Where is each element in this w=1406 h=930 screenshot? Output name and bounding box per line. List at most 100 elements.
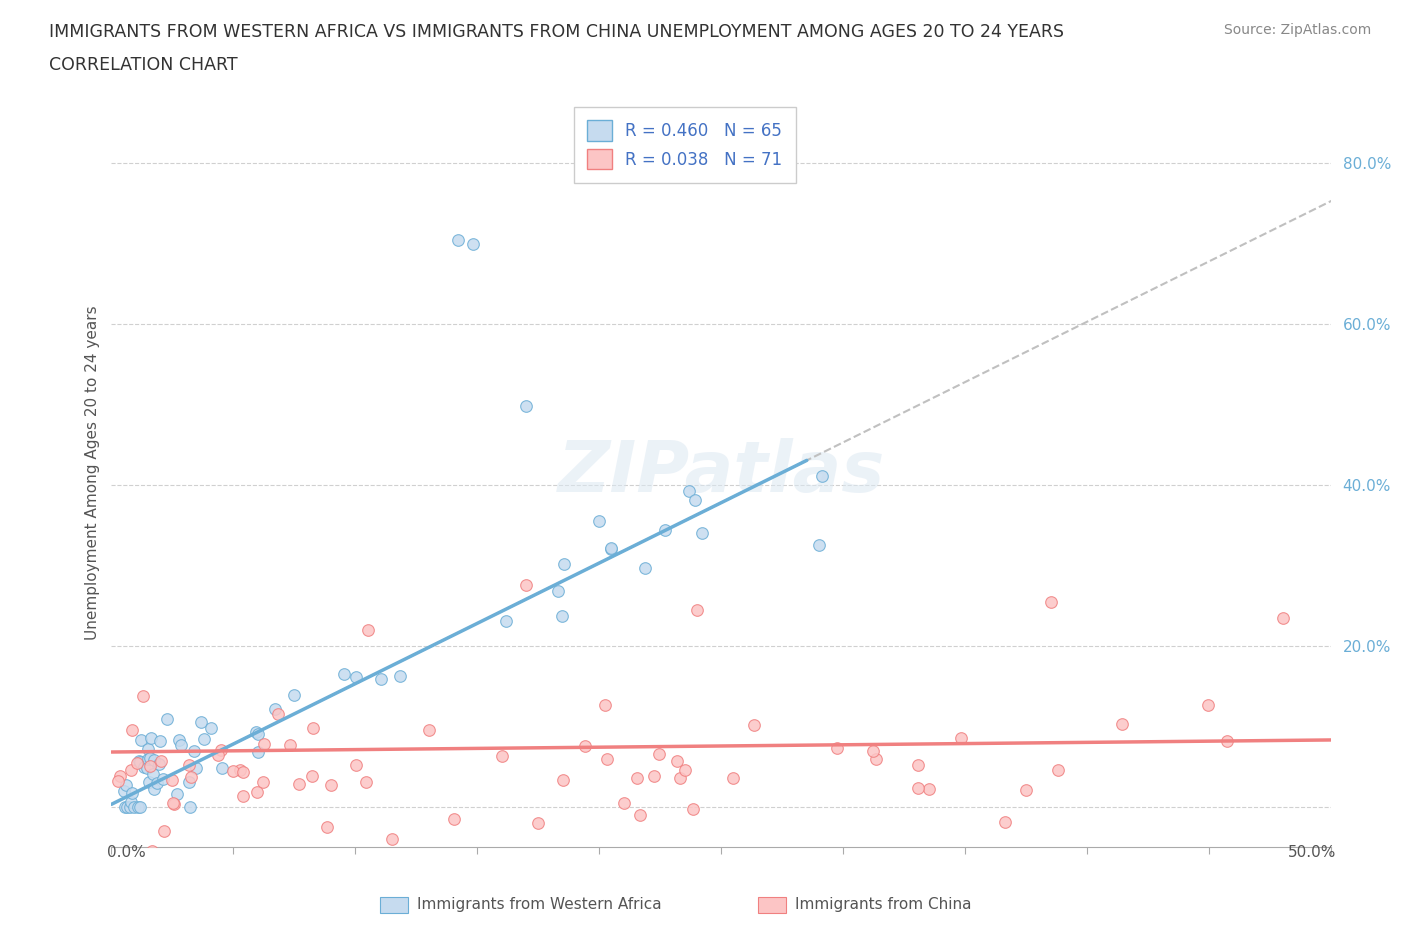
Point bbox=[108, 768, 131, 783]
Point bbox=[177, 774, 200, 789]
Point bbox=[654, 523, 676, 538]
Point bbox=[918, 782, 941, 797]
Text: 0.0%: 0.0% bbox=[107, 844, 145, 859]
Point bbox=[683, 493, 706, 508]
Point bbox=[149, 754, 172, 769]
Point bbox=[302, 721, 325, 736]
Point bbox=[721, 771, 744, 786]
Point bbox=[675, 763, 697, 777]
Point bbox=[742, 717, 765, 732]
Point bbox=[138, 775, 160, 790]
Point bbox=[112, 784, 135, 799]
Point bbox=[229, 763, 252, 777]
Point bbox=[596, 751, 619, 766]
Point bbox=[167, 733, 190, 748]
Point bbox=[207, 748, 229, 763]
Point bbox=[115, 777, 138, 792]
Point bbox=[190, 714, 212, 729]
Point bbox=[267, 706, 290, 721]
Point bbox=[121, 786, 143, 801]
Point bbox=[447, 232, 470, 247]
Point bbox=[678, 484, 700, 498]
Point bbox=[825, 740, 848, 755]
Point bbox=[120, 799, 142, 814]
Point bbox=[232, 764, 254, 779]
Point bbox=[633, 561, 655, 576]
Point bbox=[247, 745, 270, 760]
Point bbox=[139, 751, 162, 765]
Text: Immigrants from Western Africa: Immigrants from Western Africa bbox=[416, 897, 661, 912]
Point bbox=[527, 816, 550, 830]
Point bbox=[145, 776, 167, 790]
Point bbox=[120, 795, 142, 810]
Point bbox=[865, 751, 887, 766]
Point bbox=[862, 743, 884, 758]
Point bbox=[177, 758, 200, 773]
Point bbox=[263, 701, 285, 716]
Point bbox=[321, 777, 343, 792]
Point bbox=[354, 775, 377, 790]
Point bbox=[344, 757, 367, 772]
Point bbox=[1039, 594, 1062, 609]
Point bbox=[131, 689, 153, 704]
Point bbox=[135, 761, 157, 776]
Point bbox=[1197, 698, 1219, 712]
Point bbox=[142, 752, 165, 767]
Point bbox=[160, 773, 183, 788]
Point bbox=[1216, 733, 1239, 748]
Point bbox=[200, 721, 222, 736]
Point bbox=[1271, 610, 1294, 625]
Point bbox=[666, 754, 689, 769]
Point bbox=[1046, 763, 1069, 777]
Y-axis label: Unemployment Among Ages 20 to 24 years: Unemployment Among Ages 20 to 24 years bbox=[86, 306, 100, 640]
Point bbox=[193, 731, 215, 746]
Point bbox=[418, 722, 440, 737]
Point bbox=[278, 737, 301, 752]
Text: IMMIGRANTS FROM WESTERN AFRICA VS IMMIGRANTS FROM CHINA UNEMPLOYMENT AMONG AGES : IMMIGRANTS FROM WESTERN AFRICA VS IMMIGR… bbox=[49, 23, 1064, 41]
Point bbox=[114, 799, 136, 814]
Point bbox=[613, 795, 636, 810]
Point bbox=[245, 724, 267, 739]
Point bbox=[149, 734, 172, 749]
Point bbox=[381, 831, 404, 846]
Point bbox=[668, 771, 690, 786]
Point bbox=[808, 538, 831, 552]
Point bbox=[129, 733, 152, 748]
Point bbox=[491, 749, 513, 764]
Point bbox=[180, 770, 202, 785]
Point bbox=[124, 799, 146, 814]
Point bbox=[132, 760, 155, 775]
Point bbox=[550, 608, 572, 623]
Point bbox=[120, 763, 142, 777]
Point bbox=[252, 774, 274, 789]
Point bbox=[166, 787, 188, 802]
Point bbox=[553, 556, 575, 571]
Point bbox=[515, 578, 537, 593]
Point bbox=[950, 731, 973, 746]
Point bbox=[283, 687, 305, 702]
Point bbox=[690, 525, 713, 540]
Point bbox=[156, 711, 179, 726]
Point bbox=[495, 614, 517, 629]
Point bbox=[209, 742, 232, 757]
Text: CORRELATION CHART: CORRELATION CHART bbox=[49, 56, 238, 73]
Point bbox=[128, 799, 150, 814]
Point bbox=[344, 670, 367, 684]
Text: ZIPatlas: ZIPatlas bbox=[558, 438, 886, 508]
Point bbox=[142, 767, 165, 782]
Point bbox=[628, 808, 651, 823]
Point bbox=[136, 751, 159, 766]
Point bbox=[246, 727, 269, 742]
Point bbox=[162, 796, 184, 811]
Point bbox=[163, 797, 186, 812]
Point bbox=[139, 730, 162, 745]
Point bbox=[1014, 782, 1036, 797]
Point bbox=[128, 754, 150, 769]
Point bbox=[301, 769, 323, 784]
Point bbox=[370, 671, 392, 686]
Point bbox=[626, 771, 648, 786]
Point bbox=[222, 764, 245, 778]
Point bbox=[547, 583, 569, 598]
Point bbox=[211, 761, 233, 776]
Legend: R = 0.460   N = 65, R = 0.038   N = 71: R = 0.460 N = 65, R = 0.038 N = 71 bbox=[574, 107, 796, 182]
